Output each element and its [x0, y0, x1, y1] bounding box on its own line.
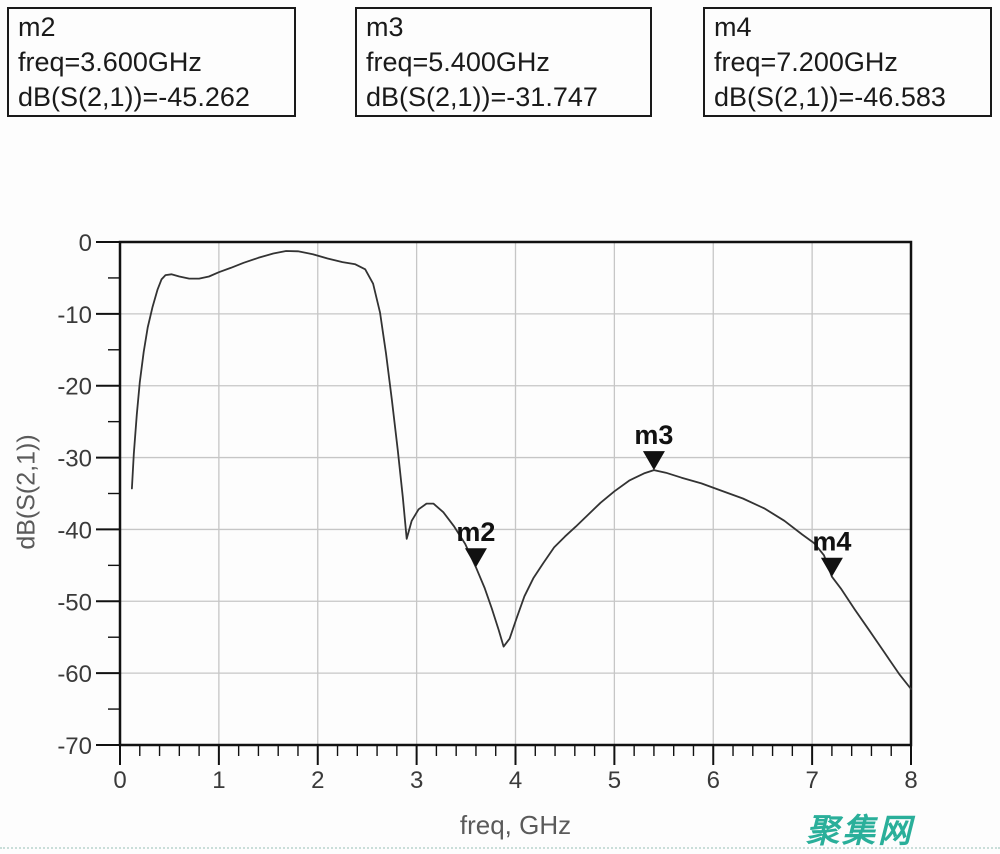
- marker-value: dB(S(2,1))=-31.747: [366, 82, 598, 112]
- y-tick-label: -40: [57, 517, 92, 544]
- x-tick-label: 1: [212, 767, 225, 794]
- marker-id: m4: [714, 12, 752, 42]
- y-tick-label: -30: [57, 446, 92, 473]
- x-tick-label: 2: [311, 767, 324, 794]
- marker-box-m4: m4 freq=7.200GHz dB(S(2,1))=-46.583: [703, 7, 992, 117]
- watermark: 聚集网: [806, 812, 914, 849]
- marker-id: m2: [18, 12, 56, 42]
- x-tick-label: 4: [509, 767, 522, 794]
- bottom-dotted-divider: [0, 847, 1000, 849]
- marker-id: m3: [366, 12, 404, 42]
- x-tick-label: 3: [410, 767, 423, 794]
- y-tick-label: -10: [57, 302, 92, 329]
- y-tick-label: -50: [57, 589, 92, 616]
- y-axis-label: dB(S(2,1)): [12, 434, 41, 550]
- y-tick-label: -70: [57, 733, 92, 760]
- x-tick-label: 5: [608, 767, 621, 794]
- x-tick-label: 0: [113, 767, 126, 794]
- x-tick-label: 7: [805, 767, 818, 794]
- s21-curve: [131, 250, 912, 690]
- marker-triangle-m3: [642, 451, 665, 471]
- x-tick-label: 6: [707, 767, 720, 794]
- y-tick-label: -60: [57, 661, 92, 688]
- x-axis-label: freq, GHz: [459, 810, 572, 840]
- marker-triangle-m2: [464, 548, 487, 568]
- x-tick-label: 8: [904, 767, 917, 794]
- marker-freq: freq=3.600GHz: [18, 47, 202, 77]
- marker-box-m3: m3 freq=5.400GHz dB(S(2,1))=-31.747: [355, 7, 652, 117]
- marker-box-m2: m2 freq=3.600GHz dB(S(2,1))=-45.262: [7, 7, 296, 117]
- marker-label-m4: m4: [812, 527, 851, 557]
- y-tick-label: 0: [79, 230, 92, 257]
- marker-value: dB(S(2,1))=-45.262: [18, 82, 250, 112]
- marker-freq: freq=7.200GHz: [714, 47, 898, 77]
- marker-freq: freq=5.400GHz: [366, 47, 550, 77]
- marker-value: dB(S(2,1))=-46.583: [714, 82, 946, 112]
- marker-triangle-m4: [820, 557, 843, 577]
- y-tick-label: -20: [57, 374, 92, 401]
- marker-label-m2: m2: [456, 517, 495, 547]
- marker-label-m3: m3: [634, 420, 673, 450]
